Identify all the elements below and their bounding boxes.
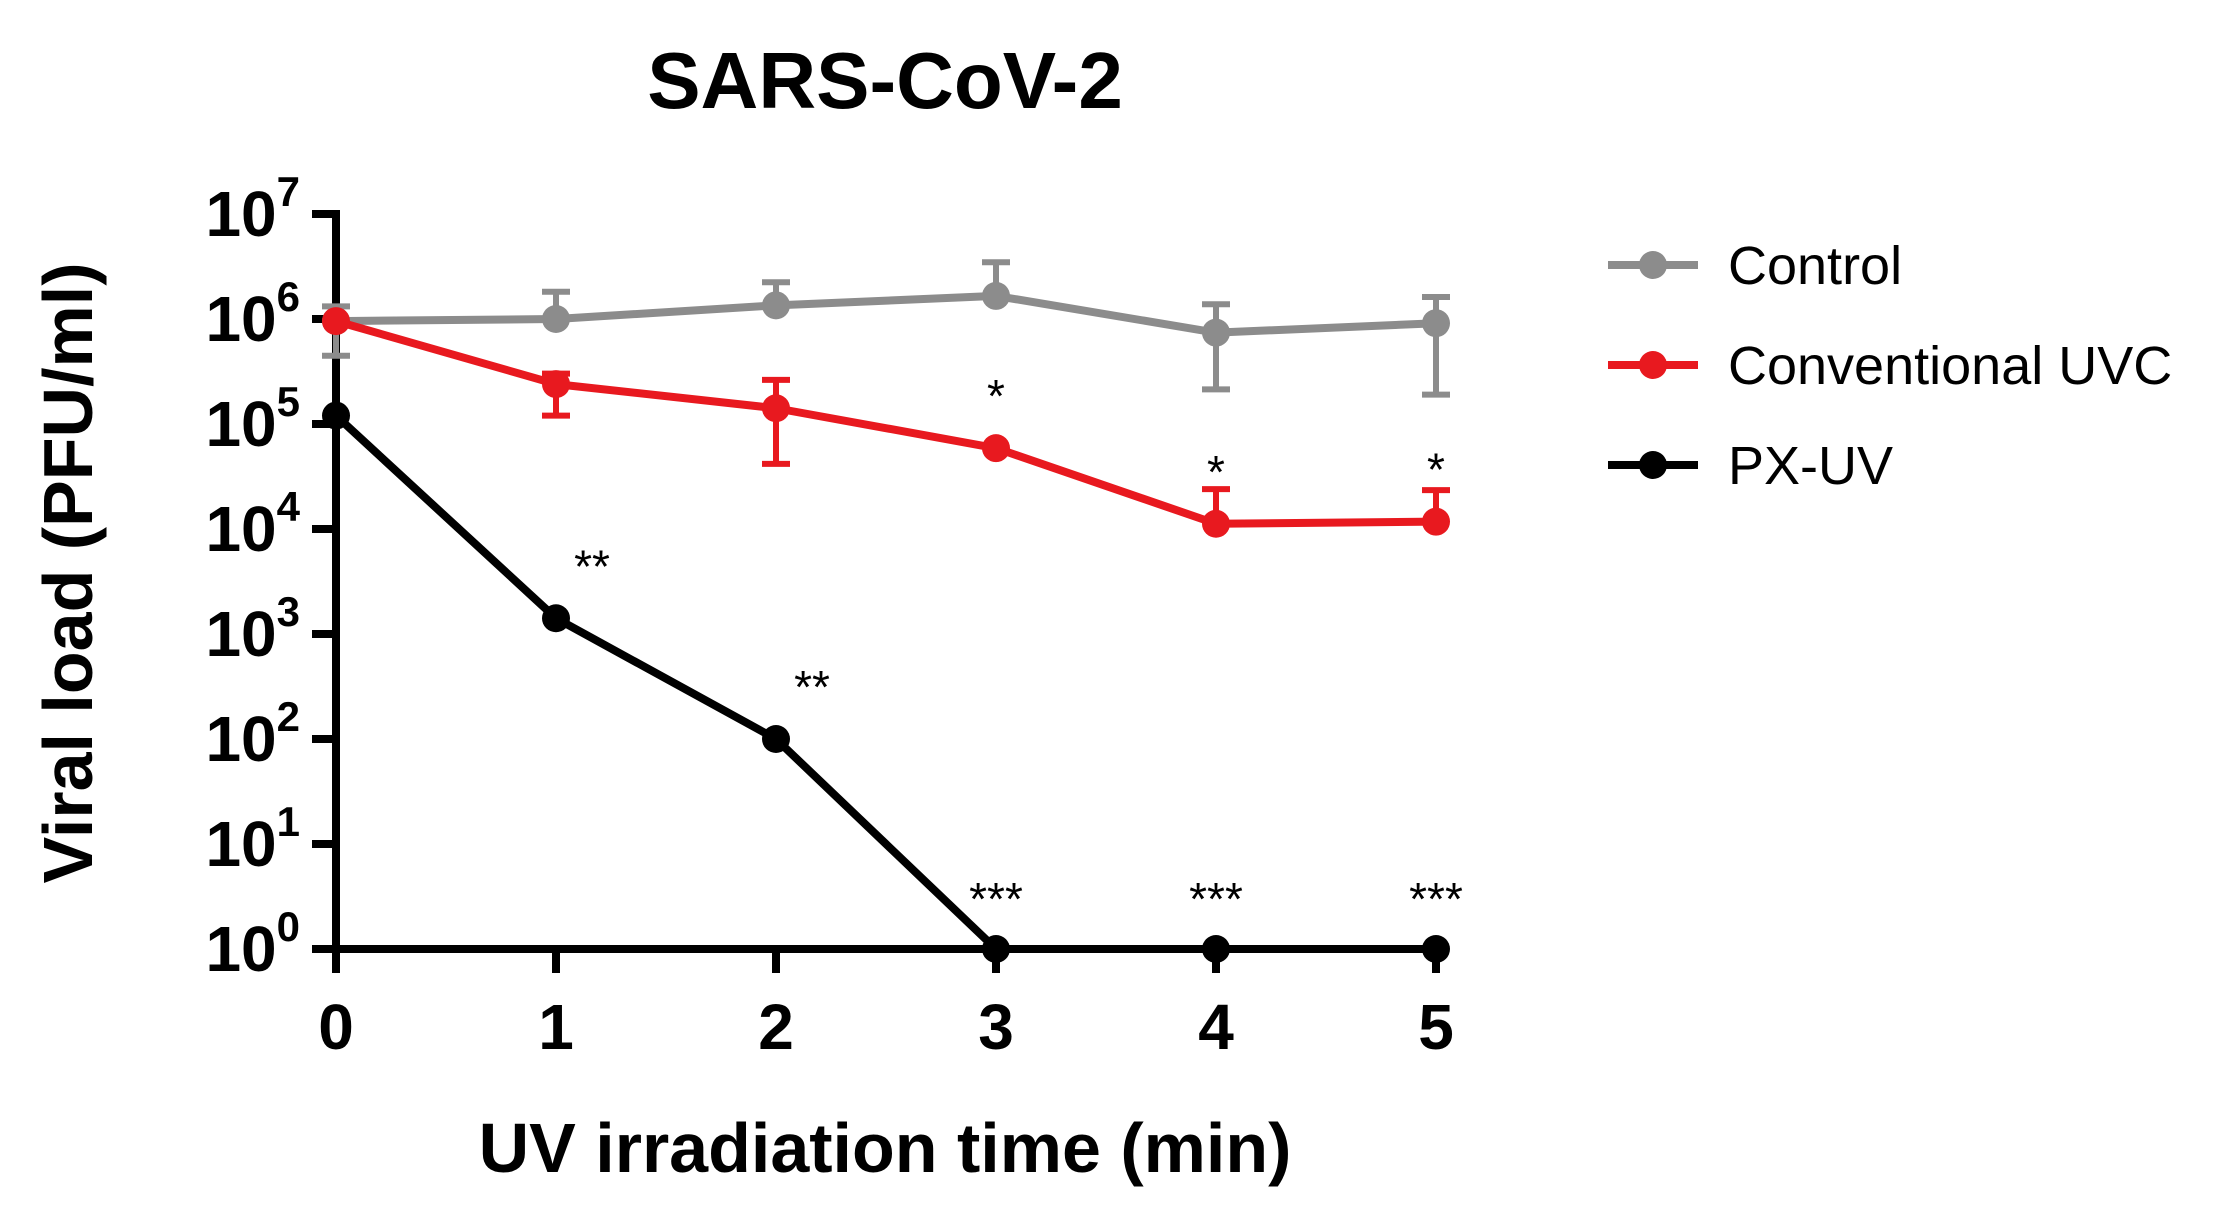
series-line	[333, 412, 1436, 953]
series-line	[335, 291, 1437, 337]
series-control	[322, 259, 1450, 398]
data-point	[762, 291, 790, 320]
legend-marker	[1639, 451, 1667, 479]
x-tick-label: 5	[1418, 991, 1454, 1063]
y-tick-label: 104	[205, 483, 300, 565]
x-tick-label: 0	[318, 991, 354, 1063]
y-tick-label: 107	[205, 168, 300, 250]
data-point	[1202, 935, 1230, 963]
series-line	[334, 317, 1437, 528]
significance-label: ***	[1409, 873, 1463, 925]
legend-marker	[1639, 251, 1667, 279]
data-point	[542, 370, 570, 399]
significance-label: ***	[1189, 873, 1243, 925]
y-tick-label: 100	[205, 903, 300, 985]
data-point	[542, 305, 570, 333]
significance-label: *	[1427, 444, 1445, 496]
data-point	[542, 604, 570, 633]
legend-label: PX-UV	[1728, 436, 1893, 496]
significance-label: *	[987, 370, 1005, 422]
x-tick-label: 2	[758, 991, 794, 1063]
data-point	[982, 434, 1010, 463]
legend-marker	[1639, 351, 1667, 379]
significance-label: **	[574, 540, 610, 592]
y-axis-label: Viral load (PFU/ml)	[29, 262, 107, 883]
data-point	[982, 935, 1010, 963]
legend: Control Conventional UVC PX-UV	[1608, 236, 2172, 496]
y-tick-label: 102	[205, 693, 300, 775]
series-px-uv: ******* *** ***	[322, 401, 1463, 963]
x-tick-label: 3	[978, 991, 1014, 1063]
y-tick-label: 105	[205, 378, 300, 460]
significance-label: ***	[969, 873, 1023, 925]
chart-title: SARS-CoV-2	[647, 36, 1123, 125]
x-axis-label: UV irradiation time (min)	[479, 1109, 1292, 1187]
data-point	[982, 281, 1010, 310]
legend-label: Control	[1728, 236, 1902, 296]
data-point	[1202, 318, 1230, 347]
x-tick-label: 1	[538, 991, 574, 1063]
data-point	[1202, 509, 1230, 538]
data-point	[322, 401, 350, 430]
data-point	[322, 307, 350, 336]
data-point	[762, 394, 790, 423]
data-point	[1422, 507, 1450, 536]
data-point	[1422, 935, 1450, 963]
y-tick-label: 101	[205, 798, 300, 880]
y-tick-label: 106	[205, 273, 300, 355]
series-conventional-uvc: * * *	[322, 307, 1450, 538]
data-point	[762, 725, 790, 753]
legend-label: Conventional UVC	[1728, 336, 2172, 396]
data-point	[1422, 309, 1450, 338]
significance-label: *	[1207, 446, 1225, 498]
x-tick-label: 4	[1198, 991, 1234, 1063]
y-tick-label: 103	[205, 588, 300, 670]
significance-label: **	[794, 661, 830, 713]
